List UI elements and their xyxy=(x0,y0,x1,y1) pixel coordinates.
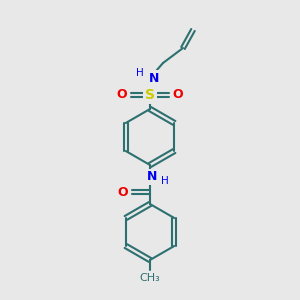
Text: O: O xyxy=(117,88,127,101)
Text: H: H xyxy=(161,176,169,186)
Text: O: O xyxy=(173,88,183,101)
Text: H: H xyxy=(136,68,144,78)
Text: CH₃: CH₃ xyxy=(140,273,160,283)
Text: N: N xyxy=(149,71,159,85)
Text: N: N xyxy=(147,170,157,184)
Text: O: O xyxy=(118,185,128,199)
Text: S: S xyxy=(145,88,155,102)
